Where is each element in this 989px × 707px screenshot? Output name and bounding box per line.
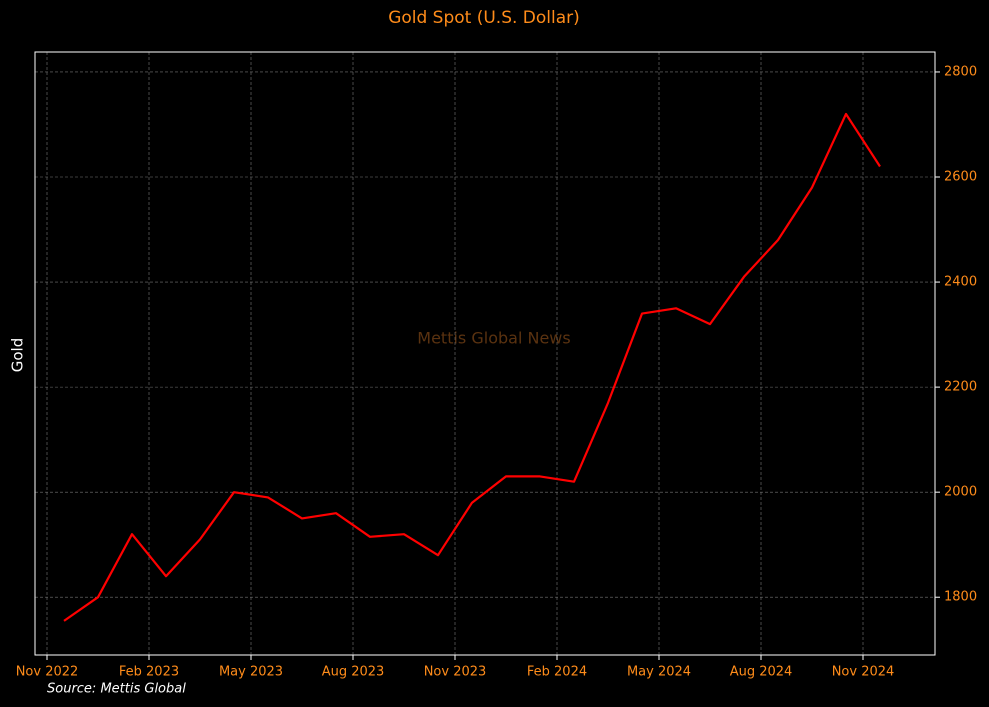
- x-tick-label: Feb 2024: [527, 665, 587, 680]
- y-tick-label: 2400: [944, 275, 977, 290]
- grid: [35, 52, 935, 655]
- x-tick-label: Nov 2022: [16, 665, 79, 680]
- plot: [63, 112, 881, 622]
- x-tick-label: Aug 2024: [730, 665, 793, 680]
- x-tick-label: Nov 2023: [424, 665, 487, 680]
- x-tick-label: May 2024: [627, 665, 691, 680]
- y-axis-label: Gold: [9, 338, 27, 373]
- x-tick-label: Aug 2023: [322, 665, 385, 680]
- x-tick-label: Feb 2023: [119, 665, 179, 680]
- watermark: Mettis Global News: [417, 329, 570, 348]
- x-tick-label: Nov 2024: [832, 665, 895, 680]
- y-tick-label: 1800: [944, 590, 977, 605]
- chart-title: Gold Spot (U.S. Dollar): [388, 8, 580, 28]
- y-tick-label: 2200: [944, 380, 977, 395]
- y-tick-label: 2000: [944, 485, 977, 500]
- source-note: Source: Mettis Global: [47, 682, 186, 697]
- y-tick-label: 2800: [944, 64, 977, 79]
- data-line: [63, 112, 881, 622]
- plot-frame: [34, 51, 936, 656]
- x-tick-label: May 2023: [219, 665, 283, 680]
- y-tick-label: 2600: [944, 170, 977, 185]
